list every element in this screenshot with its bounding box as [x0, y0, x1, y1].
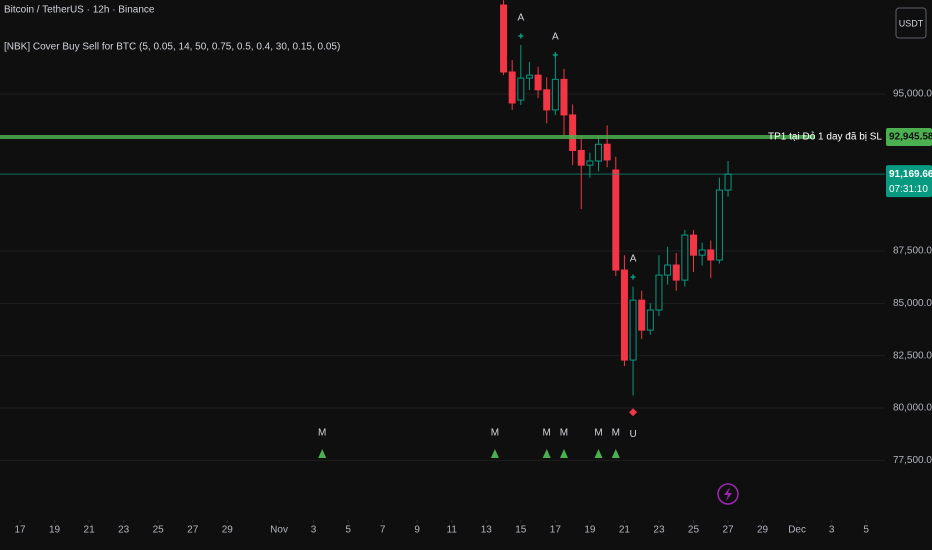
y-tick-label: 95,000.00 [893, 89, 932, 100]
buy-marker [594, 449, 603, 458]
alert-marker [552, 52, 558, 58]
buy-marker-label: M [594, 428, 602, 439]
currency-label[interactable]: USDT [899, 18, 924, 28]
x-tick-label: 9 [414, 525, 420, 536]
candle-body [715, 189, 723, 261]
candle-body [707, 249, 715, 261]
price-tag-label: 92,945.58 [889, 132, 932, 143]
price-countdown: 07:31:10 [889, 184, 928, 195]
candle-body [595, 143, 603, 162]
x-tick-label: Dec [788, 525, 806, 536]
y-tick-label: 77,500.00 [893, 455, 932, 466]
price-tag [886, 165, 932, 198]
candle-body [569, 114, 577, 152]
candle-body [551, 78, 559, 111]
sell-marker [629, 408, 638, 417]
alert-marker-label: A [517, 13, 524, 24]
buy-marker [559, 449, 568, 458]
x-tick-label: 21 [619, 525, 631, 536]
event-bolt [724, 487, 732, 501]
buy-marker [490, 449, 499, 458]
x-tick-label: Nov [270, 525, 288, 536]
alert-marker [518, 33, 524, 39]
candle-body [698, 249, 706, 256]
buy-marker [318, 449, 327, 458]
symbol-title: Bitcoin / TetherUS · 12h · Binance [4, 5, 155, 16]
candle-body [655, 274, 663, 311]
buy-marker-label: M [560, 428, 568, 439]
x-tick-label: 5 [345, 525, 351, 536]
y-tick-label: 82,500.00 [893, 350, 932, 361]
candle-body [672, 264, 680, 281]
axes: 95,000.00 87,500.00 85,000.00 82,500.00 80,0… [14, 89, 932, 536]
buy-marker-label: M [543, 428, 551, 439]
x-tick-label: 5 [863, 525, 869, 536]
y-tick-label: 87,500.00 [893, 246, 932, 257]
x-tick-label: 25 [153, 525, 165, 536]
candle-body [508, 71, 516, 104]
x-tick-label: 25 [688, 525, 700, 536]
event-icon[interactable] [717, 483, 739, 505]
x-tick-label: 7 [380, 525, 386, 536]
buy-marker [542, 449, 551, 458]
candle-body [681, 234, 689, 281]
price-line-text-bg [815, 128, 885, 147]
candle-body [620, 269, 628, 361]
candle-body [500, 4, 508, 73]
candle-body [629, 299, 637, 361]
x-tick-label: 27 [722, 525, 734, 536]
x-tick-label: 19 [584, 525, 596, 536]
alert-marker-label: A [630, 254, 637, 265]
candle-body [646, 309, 654, 331]
buy-marker-label: M [491, 428, 499, 439]
x-tick-label: 27 [187, 525, 199, 536]
x-tick-label: 3 [829, 525, 835, 536]
x-tick-label: 23 [653, 525, 665, 536]
currency-button[interactable] [895, 7, 927, 39]
x-tick-label: 11 [447, 525, 458, 536]
x-tick-label: 29 [757, 525, 769, 536]
sell-marker-label: U [629, 429, 636, 440]
candle-body [586, 160, 594, 166]
alert-marker-label: A [552, 32, 559, 43]
x-tick-label: 3 [311, 525, 317, 536]
x-tick-label: 17 [14, 525, 26, 536]
candle-body [638, 299, 646, 331]
alert-marker [630, 274, 636, 280]
x-tick-label: 13 [481, 525, 493, 536]
x-tick-label: 15 [515, 525, 527, 536]
candle-body [534, 74, 542, 91]
x-tick-label: 23 [118, 525, 130, 536]
indicator-title: [NBK] Cover Buy Sell for BTC (5, 0.05, 1… [4, 42, 340, 53]
price-tag-label: 91,169.66 [889, 169, 932, 180]
candle-body [560, 78, 568, 116]
buy-marker-label: M [612, 428, 620, 439]
candle-body [517, 77, 525, 101]
candle-body [724, 173, 732, 191]
x-tick-label: 19 [49, 525, 61, 536]
grid [0, 93, 885, 461]
candle-body [612, 169, 620, 271]
price-tag [886, 128, 932, 147]
candle-body [689, 234, 697, 256]
buy-marker [611, 449, 620, 458]
buy-marker-label: M [318, 428, 326, 439]
candle-body [543, 89, 551, 111]
x-tick-label: 17 [550, 525, 562, 536]
x-tick-label: 29 [222, 525, 234, 536]
y-tick-label: 80,000.00 [893, 403, 932, 414]
candle-body [664, 264, 672, 276]
candle-body [525, 74, 533, 79]
price-line-text: TP1 tại Đỏ 1 day đã bị SL [768, 131, 882, 143]
y-tick-label: 85,000.00 [893, 298, 932, 309]
candle-body [577, 150, 585, 166]
x-tick-label: 21 [84, 525, 96, 536]
candle-body [603, 143, 611, 161]
